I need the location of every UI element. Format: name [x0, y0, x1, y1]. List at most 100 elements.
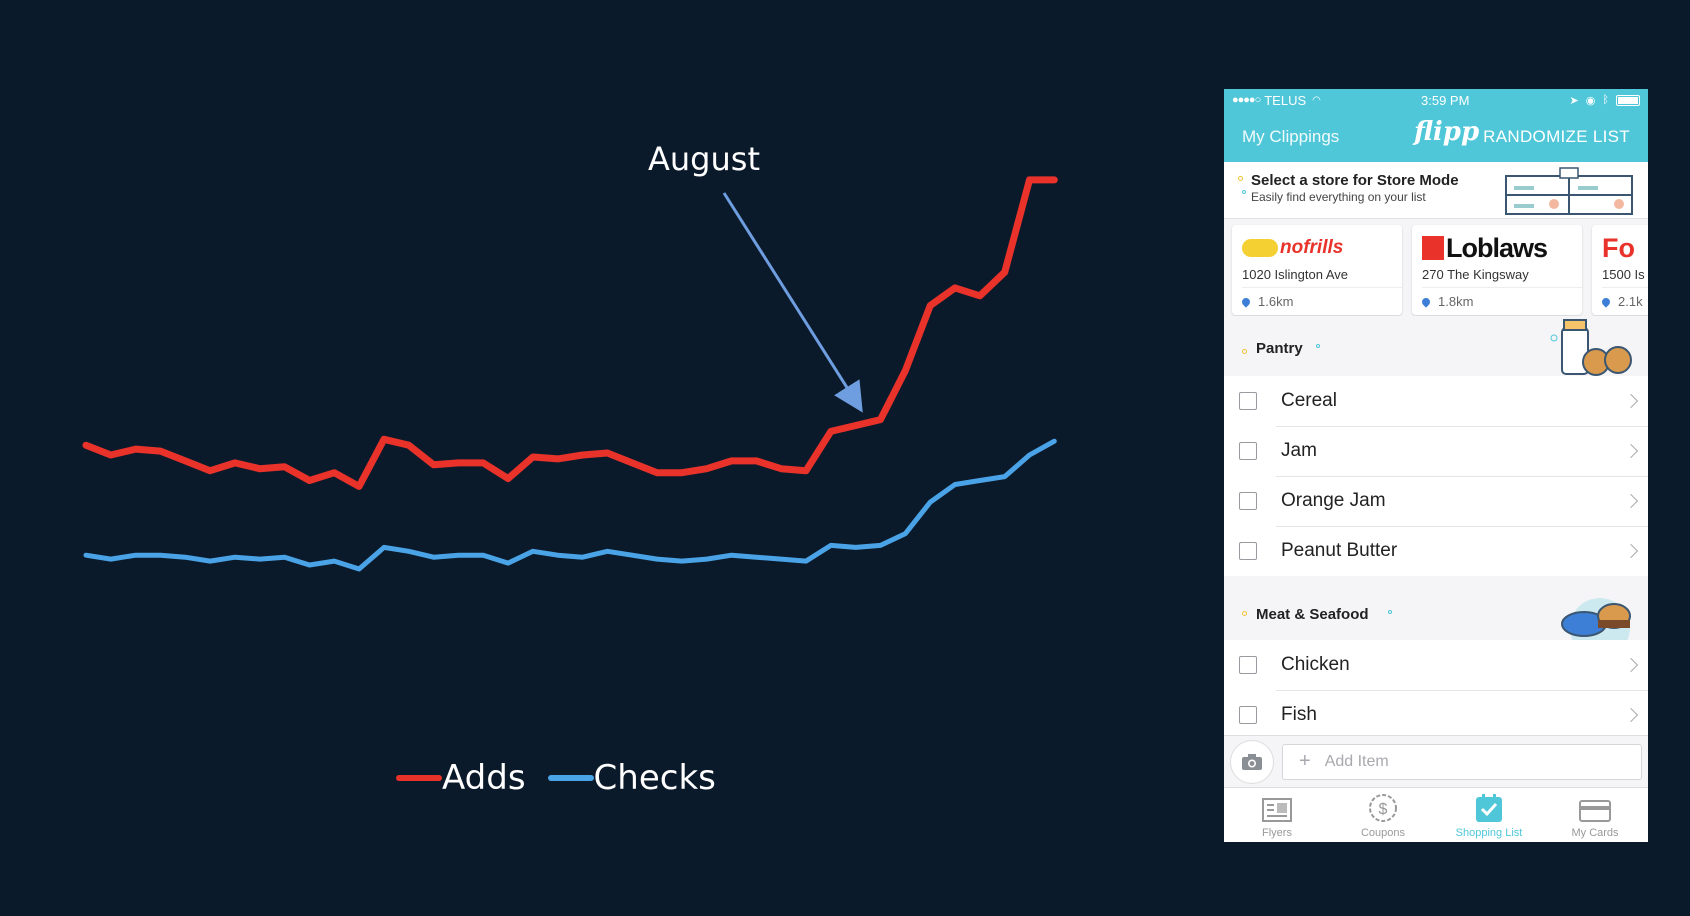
signal-icon: ●●●●○: [1232, 94, 1261, 106]
nofrills-logo: nofrills: [1242, 233, 1343, 263]
legend: Adds Checks: [396, 758, 738, 798]
item-checkbox[interactable]: [1239, 706, 1257, 724]
legend-swatch-checks: [547, 775, 594, 781]
item-checkbox[interactable]: [1239, 392, 1257, 410]
carrier-label: TELUS: [1264, 92, 1307, 108]
item-label: Chicken: [1281, 654, 1350, 675]
store-card-loblaws[interactable]: Loblaws 270 The Kingsway 1.8km: [1412, 225, 1582, 315]
wifi-icon: ◠: [1312, 94, 1321, 106]
map-pin-icon: [1420, 295, 1432, 308]
legend-item-adds: Adds: [396, 758, 526, 798]
sparkle-icon: [1242, 190, 1246, 194]
store-card-partial[interactable]: Fo 1500 Is 2.1k: [1592, 225, 1648, 315]
store-address: 1020 Islington Ave: [1242, 267, 1349, 282]
tab-label: Coupons: [1360, 827, 1406, 839]
my-clippings-button[interactable]: My Clippings: [1242, 126, 1340, 146]
item-label: Orange Jam: [1281, 490, 1386, 511]
tab-shopping-list[interactable]: Shopping List: [1436, 788, 1542, 842]
flyers-icon: [1262, 798, 1292, 822]
store-distance: 2.1k: [1600, 287, 1648, 309]
store-logo: Fo: [1602, 232, 1635, 263]
chevron-right-icon: [1623, 443, 1639, 459]
card-icon: [1579, 800, 1611, 822]
alarm-icon: ◉: [1585, 94, 1596, 107]
list-item[interactable]: Fish: [1224, 690, 1648, 740]
list-item[interactable]: Orange Jam: [1224, 476, 1648, 526]
legend-label-adds: Adds: [442, 758, 526, 798]
chevron-right-icon: [1623, 707, 1639, 723]
sparkle-icon: [1242, 611, 1247, 616]
legend-item-checks: Checks: [547, 758, 716, 798]
camera-icon: [1242, 753, 1262, 770]
item-label: Fish: [1281, 704, 1317, 725]
chevron-right-icon: [1623, 657, 1639, 673]
meat-seafood-list: Chicken Fish: [1224, 640, 1648, 740]
store-card-nofrills[interactable]: nofrills 1020 Islington Ave 1.6km: [1232, 225, 1402, 315]
location-icon: ➤: [1569, 94, 1579, 107]
item-label: Peanut Butter: [1281, 540, 1398, 561]
annotation-arrow: [722, 192, 863, 413]
status-bar: ●●●●○ TELUS ◠ 3:59 PM ➤ ◉ ᛒ: [1224, 89, 1648, 111]
store-address: 1500 Is: [1602, 267, 1645, 282]
pantry-illustration: [1550, 319, 1632, 376]
item-checkbox[interactable]: [1239, 442, 1257, 460]
list-item[interactable]: Cereal: [1224, 376, 1648, 426]
store-address: 270 The Kingsway: [1422, 267, 1529, 282]
chevron-right-icon: [1623, 493, 1639, 509]
map-pin-icon: [1240, 295, 1252, 308]
coupons-icon: $: [1369, 794, 1397, 822]
series-line-adds: [82, 176, 1058, 490]
list-item[interactable]: Peanut Butter: [1224, 526, 1648, 576]
tab-label: Flyers: [1262, 827, 1292, 839]
tab-label: Shopping List: [1455, 827, 1523, 839]
item-label: Jam: [1281, 440, 1317, 461]
section-header-pantry: Pantry: [1224, 316, 1648, 376]
bluetooth-icon: ᛒ: [1602, 94, 1609, 106]
item-label: Cereal: [1281, 390, 1337, 411]
section-header-meat-seafood: Meat & Seafood: [1224, 576, 1648, 640]
tab-label: My Cards: [1571, 827, 1619, 839]
chevron-right-icon: [1623, 393, 1639, 409]
add-item-bar: + Add Item: [1224, 735, 1648, 787]
loblaws-logo: Loblaws: [1422, 233, 1548, 263]
add-item-placeholder: Add Item: [1324, 752, 1389, 770]
map-pin-icon: [1600, 295, 1612, 308]
pantry-list: Cereal Jam Orange Jam Peanut Butter: [1224, 376, 1648, 576]
sparkle-icon: [1238, 176, 1243, 181]
series-line-checks: [83, 438, 1057, 572]
phone-screenshot: ●●●●○ TELUS ◠ 3:59 PM ➤ ◉ ᛒ My Clippings…: [1224, 89, 1648, 842]
tab-flyers[interactable]: Flyers: [1224, 788, 1330, 842]
store-shelf-illustration: [1505, 167, 1633, 215]
plus-icon: +: [1299, 750, 1311, 772]
add-item-input[interactable]: + Add Item: [1282, 743, 1642, 780]
store-mode-title: Select a store for Store Mode: [1251, 172, 1459, 189]
checklist-icon: [1476, 794, 1502, 822]
item-checkbox[interactable]: [1239, 656, 1257, 674]
annotation-label: August: [648, 140, 760, 178]
section-title: Pantry: [1256, 340, 1303, 357]
item-checkbox[interactable]: [1239, 492, 1257, 510]
store-carousel[interactable]: nofrills 1020 Islington Ave 1.6km Loblaw…: [1224, 219, 1648, 316]
tab-my-cards[interactable]: My Cards: [1542, 788, 1648, 842]
store-distance: 1.6km: [1240, 287, 1402, 309]
chevron-right-icon: [1623, 543, 1639, 559]
store-distance: 1.8km: [1420, 287, 1582, 309]
store-mode-banner[interactable]: Select a store for Store Mode Easily fin…: [1224, 162, 1648, 219]
nav-row: My Clippings flipp RANDOMIZE LIST: [1224, 111, 1648, 162]
list-item[interactable]: Jam: [1224, 426, 1648, 476]
status-time: 3:59 PM: [1421, 92, 1470, 108]
sparkle-icon: [1316, 344, 1320, 348]
camera-button[interactable]: [1230, 739, 1274, 784]
tab-coupons[interactable]: $ Coupons: [1330, 788, 1436, 842]
top-bar: ●●●●○ TELUS ◠ 3:59 PM ➤ ◉ ᛒ My Clippings…: [1224, 89, 1648, 162]
randomize-list-button[interactable]: RANDOMIZE LIST: [1483, 126, 1630, 146]
legend-swatch-adds: [396, 775, 442, 781]
sparkle-icon: [1242, 349, 1247, 354]
list-item[interactable]: Chicken: [1224, 640, 1648, 690]
meat-seafood-illustration: [1561, 598, 1631, 640]
flipp-logo: flipp: [1414, 117, 1480, 147]
item-checkbox[interactable]: [1239, 542, 1257, 560]
line-chart: [82, 176, 1058, 572]
battery-icon: [1615, 94, 1640, 106]
svg-text:$: $: [1379, 801, 1388, 818]
